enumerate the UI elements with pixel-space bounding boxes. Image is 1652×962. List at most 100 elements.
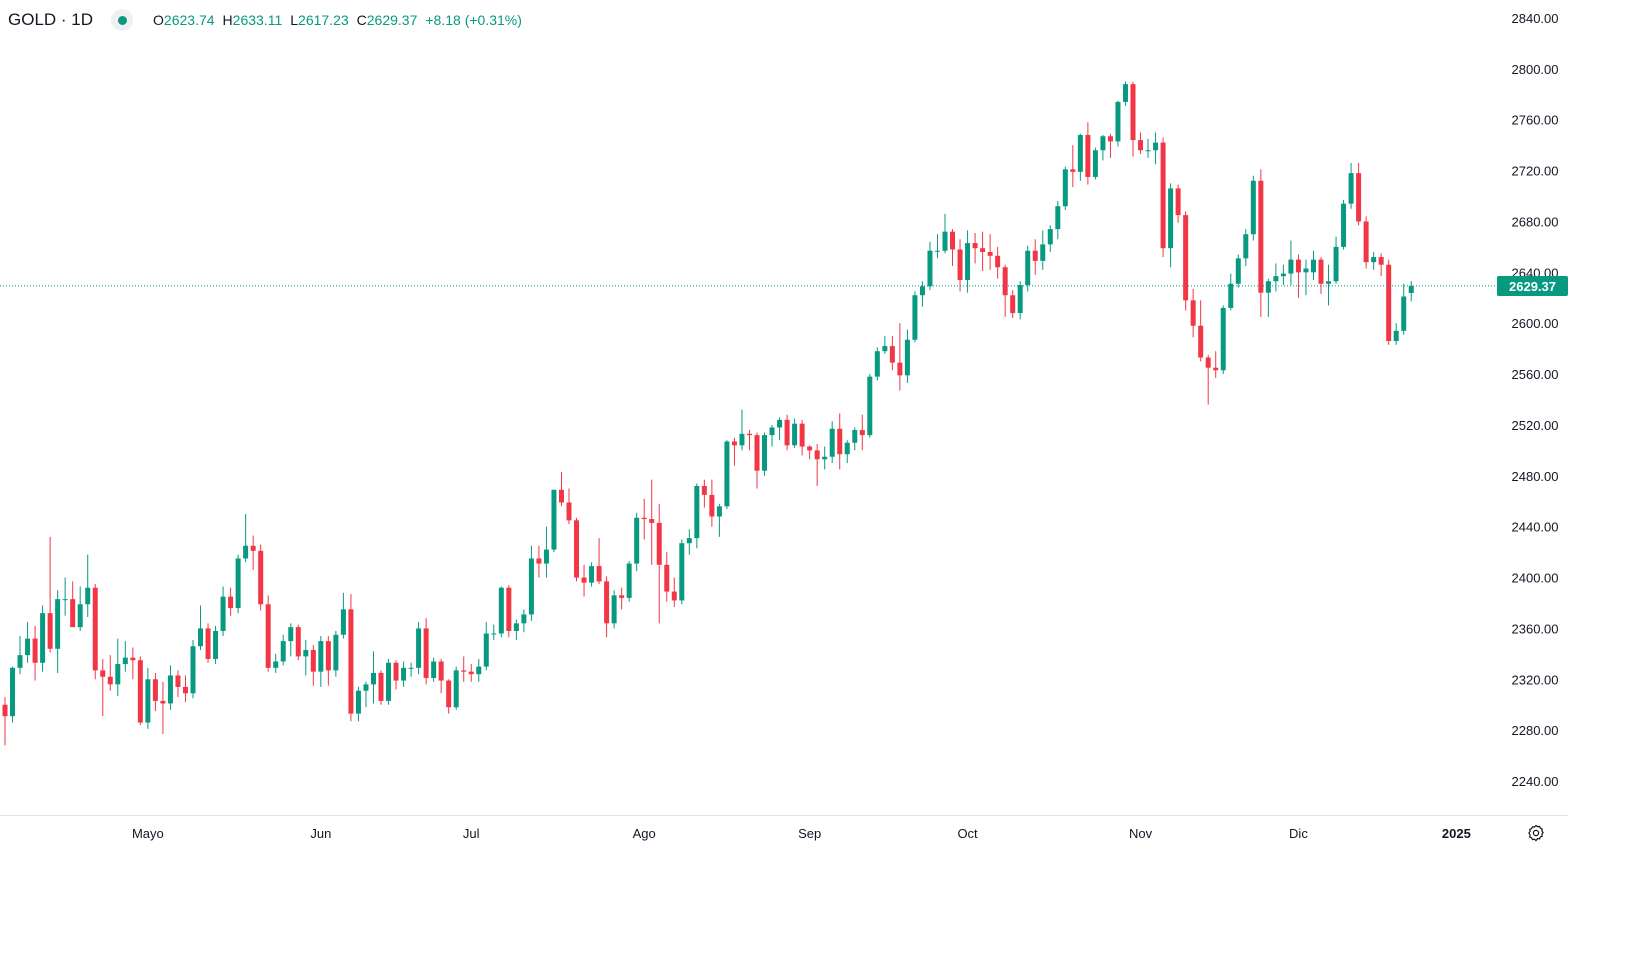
low-label: L: [290, 12, 299, 28]
candle: [543, 526, 549, 578]
candle: [228, 587, 234, 616]
candle: [731, 437, 737, 466]
candle: [1160, 137, 1166, 258]
candle: [55, 590, 61, 673]
candle: [574, 517, 580, 582]
candle: [506, 585, 512, 638]
candle: [318, 636, 324, 687]
candle: [1198, 300, 1204, 362]
candle: [904, 329, 910, 383]
candle: [1356, 162, 1362, 226]
symbol-title[interactable]: GOLD · 1D: [8, 10, 94, 29]
candle-body: [1265, 281, 1271, 293]
candle: [1100, 134, 1106, 161]
candle: [746, 430, 752, 451]
candle: [160, 681, 166, 734]
candle: [476, 658, 482, 682]
candle-body: [867, 376, 873, 436]
gear-icon[interactable]: [1526, 823, 1546, 843]
candle-body: [634, 517, 640, 564]
candle: [686, 529, 692, 555]
candle-body: [235, 558, 241, 609]
candle: [950, 229, 956, 266]
candle: [491, 624, 497, 640]
candle-body: [1175, 188, 1181, 216]
candle: [852, 427, 858, 451]
candle-body: [904, 339, 910, 376]
candle: [536, 545, 542, 578]
candle-body: [754, 435, 760, 471]
candle-body: [814, 450, 820, 460]
change-value: +8.18 (+0.31%): [425, 12, 522, 28]
candle-body: [258, 550, 264, 605]
candle: [213, 625, 219, 665]
price-tick-label: 2360.00: [1512, 621, 1559, 636]
price-tick-label: 2800.00: [1512, 62, 1559, 77]
candle-body: [1055, 206, 1061, 230]
price-axis[interactable]: 2840.002800.002760.002720.002680.002640.…: [1512, 11, 1559, 789]
candle: [1235, 254, 1241, 288]
candle-body: [852, 430, 858, 443]
candle-body: [280, 641, 286, 662]
candle-body: [807, 446, 813, 451]
candle: [822, 446, 828, 470]
candle: [1077, 133, 1083, 181]
candle-body: [1077, 134, 1083, 172]
candle-body: [506, 587, 512, 631]
candle: [1122, 81, 1128, 106]
candle-body: [70, 599, 76, 628]
candle-body: [333, 634, 339, 671]
candles-layer: [2, 81, 1414, 746]
candle-body: [686, 538, 692, 544]
candle: [716, 503, 722, 537]
candle: [325, 636, 331, 686]
candle: [664, 552, 670, 602]
candle: [122, 641, 128, 672]
candle-body: [739, 433, 745, 446]
dot-icon: [117, 15, 127, 25]
time-tick-label: Sep: [798, 826, 821, 841]
close-label: C: [356, 12, 367, 28]
candle: [626, 561, 632, 602]
candle-body: [995, 255, 1001, 268]
candle-body: [476, 666, 482, 675]
candle: [137, 656, 143, 726]
candle: [739, 409, 745, 451]
time-axis[interactable]: Mayo Jun Jul Ago Sep Oct Nov Dic 2025: [132, 826, 1471, 841]
candle-body: [295, 627, 301, 657]
market-status-indicator[interactable]: [111, 9, 134, 31]
candle: [40, 605, 46, 672]
candle: [453, 666, 459, 710]
candle-body: [32, 638, 38, 663]
candle: [1168, 183, 1174, 268]
price-tick-label: 2600.00: [1512, 316, 1559, 331]
candle-body: [1386, 264, 1392, 342]
candle: [265, 595, 271, 672]
candle: [408, 662, 414, 677]
candle-body: [491, 633, 497, 635]
candle-body: [408, 667, 414, 669]
candle: [754, 432, 760, 489]
candle: [1386, 259, 1392, 345]
price-tick-label: 2480.00: [1512, 469, 1559, 484]
candle-body: [619, 595, 625, 598]
candle: [1145, 138, 1151, 158]
candle-body: [1371, 257, 1377, 263]
candle: [814, 444, 820, 486]
candle: [438, 658, 444, 694]
candle: [62, 577, 68, 616]
candle-body: [1318, 259, 1324, 284]
candle-body: [1025, 250, 1031, 286]
price-tick-label: 2400.00: [1512, 571, 1559, 586]
candle: [1138, 132, 1144, 155]
candle: [461, 656, 467, 682]
price-tick-label: 2520.00: [1512, 418, 1559, 433]
candle: [799, 419, 805, 456]
candle-body: [1190, 300, 1196, 326]
candle-body: [543, 549, 549, 564]
last-price-tag: 2629.37: [1497, 276, 1568, 296]
candle: [1047, 225, 1053, 252]
candle: [10, 666, 16, 723]
candle: [182, 675, 188, 703]
